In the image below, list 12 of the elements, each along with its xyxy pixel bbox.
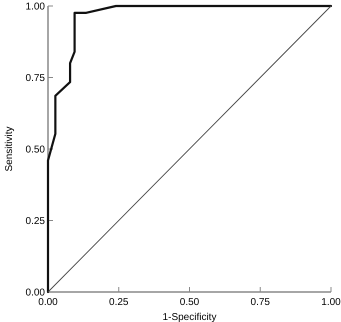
x-tick-label: 0.75 — [250, 297, 270, 308]
y-tick-label: 0.00 — [26, 288, 46, 298]
x-tick-label: 1.00 — [321, 297, 341, 308]
x-tick-label: 0.50 — [180, 297, 200, 308]
y-axis-title: Sensitivity — [4, 126, 15, 172]
y-tick-label: 1.00 — [26, 2, 46, 12]
y-tick-label: 0.50 — [26, 144, 46, 156]
y-tick-label: 0.25 — [26, 216, 46, 227]
y-tick-label: 0.75 — [26, 73, 46, 84]
x-tick-label: 0.00 — [38, 297, 58, 308]
x-tick-label: 0.25 — [109, 297, 129, 308]
x-axis-title: 1-Specificity — [162, 312, 216, 322]
